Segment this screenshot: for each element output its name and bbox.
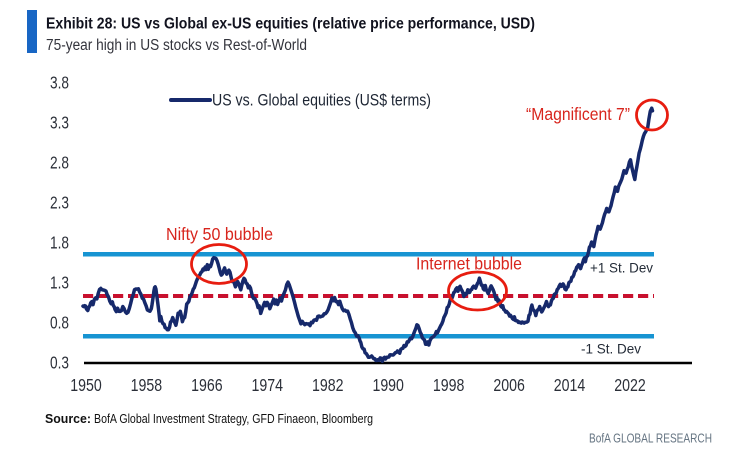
svg-text:1974: 1974 (252, 375, 284, 395)
svg-text:1.8: 1.8 (50, 232, 69, 252)
svg-text:2022: 2022 (614, 375, 646, 395)
svg-text:3.8: 3.8 (50, 72, 69, 92)
svg-text:2.8: 2.8 (50, 152, 69, 172)
svg-text:1998: 1998 (433, 375, 465, 395)
svg-text:Source:: Source: (45, 412, 91, 426)
svg-text:2.3: 2.3 (50, 192, 69, 212)
svg-text:1958: 1958 (131, 375, 163, 395)
svg-text:3.3: 3.3 (50, 112, 69, 132)
svg-text:0.3: 0.3 (50, 352, 69, 372)
svg-text:1966: 1966 (191, 375, 223, 395)
svg-text:2014: 2014 (554, 375, 586, 395)
svg-text:-1 St. Dev: -1 St. Dev (581, 341, 641, 357)
svg-text:Exhibit 28: US vs Global ex-US: Exhibit 28: US vs Global ex-US equities … (46, 16, 535, 33)
svg-text:Nifty 50 bubble: Nifty 50 bubble (166, 224, 273, 244)
svg-text:1990: 1990 (372, 375, 404, 395)
svg-text:“Magnificent 7”: “Magnificent 7” (526, 104, 630, 124)
svg-text:BofA Global Investment Strateg: BofA Global Investment Strategy, GFD Fin… (94, 412, 373, 426)
svg-text:1.3: 1.3 (50, 272, 69, 292)
svg-text:1982: 1982 (312, 375, 344, 395)
svg-text:75-year high in US stocks vs R: 75-year high in US stocks vs Rest-of-Wor… (46, 37, 307, 54)
svg-text:BofA GLOBAL RESEARCH: BofA GLOBAL RESEARCH (589, 431, 712, 446)
svg-text:0.8: 0.8 (50, 312, 69, 332)
svg-text:1950: 1950 (70, 375, 102, 395)
svg-text:2006: 2006 (493, 375, 525, 395)
svg-text:+1 St. Dev: +1 St. Dev (590, 260, 653, 276)
svg-text:Internet bubble: Internet bubble (416, 254, 522, 274)
svg-text:US vs. Global equities (US$ te: US vs. Global equities (US$ terms) (212, 92, 431, 110)
